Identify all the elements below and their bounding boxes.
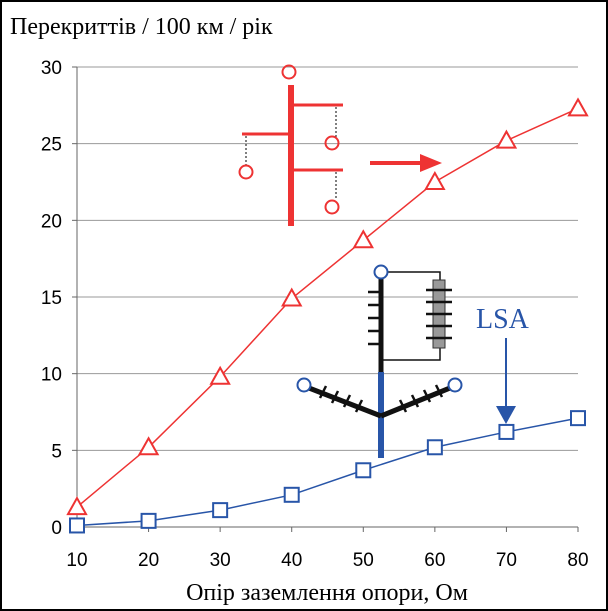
x-tick-label: 70	[496, 550, 517, 571]
y-tick-label: 5	[51, 441, 62, 462]
x-tick-label: 30	[210, 550, 231, 571]
square-marker	[499, 425, 513, 439]
y-tick-label: 25	[41, 135, 62, 156]
square-marker	[70, 518, 84, 532]
square-marker	[213, 503, 227, 517]
y-tick-label: 20	[41, 211, 62, 232]
square-marker	[285, 488, 299, 502]
square-marker	[428, 440, 442, 454]
y-tick-label: 30	[41, 58, 62, 79]
x-tick-label: 40	[281, 550, 302, 571]
y-tick-label: 15	[41, 288, 62, 309]
x-tick-label: 20	[138, 550, 159, 571]
chart-title: Перекриттів / 100 км / рік	[10, 14, 273, 40]
y-tick-label: 0	[51, 518, 62, 539]
x-tick-label: 80	[567, 550, 588, 571]
annotation: LSA	[476, 304, 530, 335]
x-tick-label: 60	[424, 550, 445, 571]
square-marker	[571, 411, 585, 425]
square-marker	[356, 463, 370, 477]
square-marker	[142, 514, 156, 528]
x-tick-label: 50	[353, 550, 374, 571]
y-tick-label: 10	[41, 365, 62, 386]
chart: LSA Перекриттів / 100 км / рік Опір зазе…	[0, 0, 608, 611]
x-axis-label: Опір заземлення опори, Ом	[186, 580, 468, 606]
x-tick-label: 10	[66, 550, 87, 571]
